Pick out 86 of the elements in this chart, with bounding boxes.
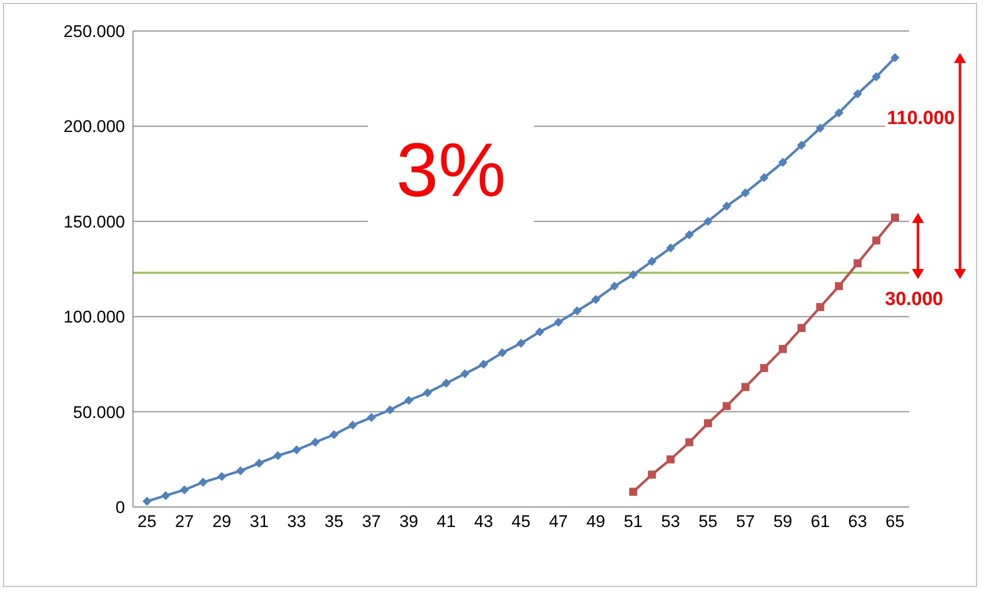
x-tick-label: 41 xyxy=(436,512,456,532)
point xyxy=(834,108,844,118)
annotation: 110.000 xyxy=(885,106,957,132)
y-tick-label: 200.000 xyxy=(64,117,125,136)
point xyxy=(142,496,152,506)
x-tick-label: 63 xyxy=(848,512,868,532)
point xyxy=(460,369,470,378)
point xyxy=(834,282,843,290)
x-tick-label: 59 xyxy=(773,512,792,532)
point xyxy=(741,383,750,392)
x-tick-label: 45 xyxy=(512,512,530,532)
point xyxy=(798,324,806,332)
point xyxy=(722,202,732,211)
point xyxy=(516,338,526,348)
point xyxy=(198,478,208,487)
point xyxy=(704,216,712,226)
x-tick-label: 29 xyxy=(212,512,232,532)
point xyxy=(778,344,787,353)
point xyxy=(554,318,563,327)
point xyxy=(535,327,544,336)
annotation: 3% xyxy=(368,106,534,234)
point xyxy=(740,188,750,198)
point xyxy=(816,303,824,312)
x-tick-label: 57 xyxy=(736,512,755,532)
point xyxy=(366,413,376,422)
point xyxy=(872,236,880,244)
point xyxy=(722,402,731,410)
point xyxy=(628,270,638,280)
point xyxy=(236,466,245,476)
point xyxy=(647,256,656,266)
point xyxy=(648,470,656,479)
point xyxy=(629,488,638,496)
x-tick-label: 39 xyxy=(399,512,418,532)
point xyxy=(442,378,451,388)
point xyxy=(217,472,226,482)
point xyxy=(273,451,282,460)
point xyxy=(760,173,769,182)
y-tick-label: 250.000 xyxy=(64,22,125,42)
point xyxy=(872,72,881,82)
point xyxy=(685,438,694,446)
point xyxy=(254,458,264,468)
point xyxy=(330,430,338,440)
y-tick-label: 0 xyxy=(116,498,125,518)
x-tick-label: 35 xyxy=(324,512,344,532)
point xyxy=(684,230,694,240)
y-tick-label: 150.000 xyxy=(64,212,125,232)
annotation: 30.000 xyxy=(883,289,946,311)
point xyxy=(572,306,582,316)
x-tick-label: 55 xyxy=(698,512,718,532)
point xyxy=(666,455,675,464)
x-tick-label: 43 xyxy=(474,512,494,532)
point xyxy=(891,214,899,222)
point xyxy=(816,124,825,133)
point xyxy=(180,485,189,494)
x-tick-label: 61 xyxy=(810,512,830,532)
point xyxy=(423,388,432,398)
x-tick-label: 27 xyxy=(174,512,194,532)
point xyxy=(348,420,358,430)
x-tick-label: 33 xyxy=(287,512,306,532)
y-tick-label: 100.000 xyxy=(64,308,125,327)
point xyxy=(404,396,414,405)
point xyxy=(498,348,507,358)
point xyxy=(479,360,488,369)
x-tick-label: 25 xyxy=(138,512,156,532)
x-tick-label: 53 xyxy=(661,512,680,532)
point xyxy=(610,282,619,291)
y-tick-label: 50.000 xyxy=(73,402,125,422)
point xyxy=(853,89,862,98)
point xyxy=(310,438,320,447)
point xyxy=(161,491,170,500)
x-tick-label: 47 xyxy=(548,512,568,532)
point xyxy=(797,140,806,150)
point xyxy=(854,259,862,268)
x-tick-label: 51 xyxy=(624,512,643,532)
x-tick-label: 65 xyxy=(886,512,904,532)
point xyxy=(666,244,676,253)
point xyxy=(778,158,788,167)
point xyxy=(760,364,768,372)
x-tick-label: 37 xyxy=(362,512,381,532)
x-tick-label: 49 xyxy=(586,512,606,532)
point xyxy=(704,419,712,428)
point xyxy=(386,405,395,414)
point xyxy=(292,445,302,454)
x-tick-label: 31 xyxy=(250,512,269,532)
point xyxy=(591,294,600,304)
point xyxy=(890,53,900,62)
